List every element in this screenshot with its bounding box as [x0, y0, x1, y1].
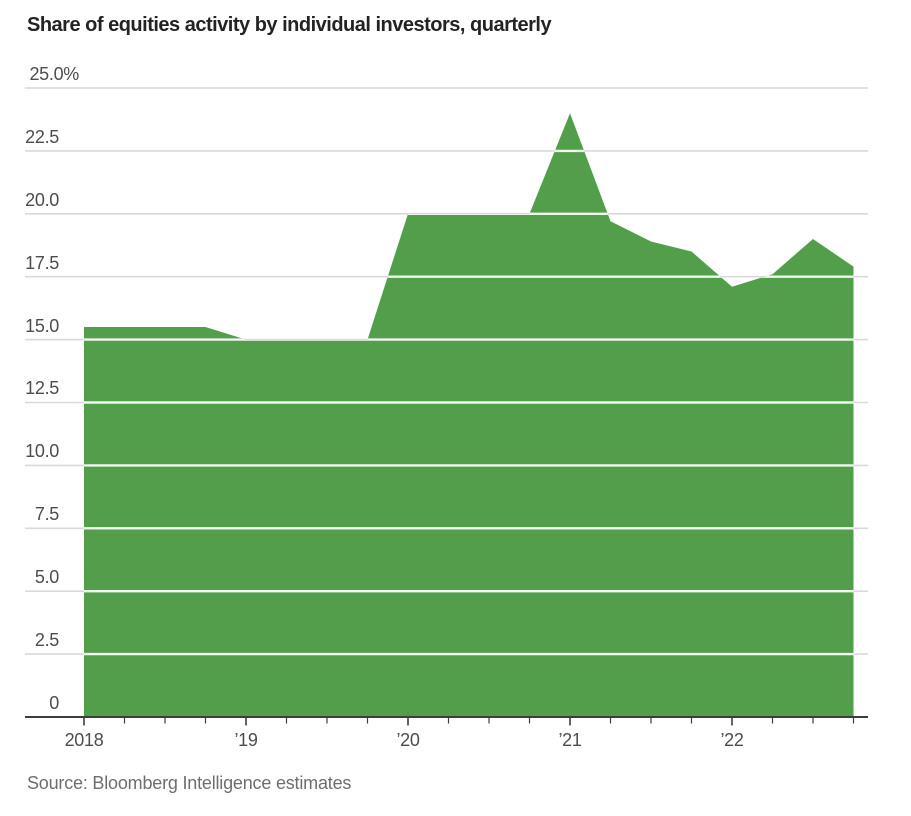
- y-tick-label: 7.5: [35, 504, 59, 524]
- chart-title: Share of equities activity by individual…: [27, 14, 552, 36]
- x-axis-ticks: [83, 718, 855, 726]
- y-tick-label: 25.0%: [29, 64, 79, 84]
- x-tick-label: ’20: [396, 730, 419, 750]
- y-axis-labels: 25.0% 22.5 20.0 17.5 15.0 12.5 10.0 7.5 …: [25, 64, 79, 713]
- x-tick-label: ’22: [720, 730, 743, 750]
- area-chart: 25.0% 22.5 20.0 17.5 15.0 12.5 10.0 7.5 …: [25, 64, 868, 750]
- y-tick-label: 0: [49, 693, 59, 713]
- y-tick-label: 2.5: [35, 630, 59, 650]
- y-tick-label: 20.0: [25, 190, 59, 210]
- source-note: Source: Bloomberg Intelligence estimates: [27, 773, 352, 793]
- x-tick-label: ’21: [558, 730, 581, 750]
- area-series: [84, 113, 854, 717]
- y-tick-label: 15.0: [25, 316, 59, 336]
- y-tick-label: 5.0: [35, 567, 59, 587]
- y-tick-label: 12.5: [25, 378, 59, 398]
- x-tick-label: ’19: [234, 730, 257, 750]
- x-tick-label: 2018: [65, 730, 104, 750]
- x-axis-labels: 2018 ’19 ’20 ’21 ’22: [65, 730, 745, 750]
- y-tick-label: 22.5: [25, 127, 59, 147]
- y-tick-label: 17.5: [25, 253, 59, 273]
- y-tick-label: 10.0: [25, 441, 59, 461]
